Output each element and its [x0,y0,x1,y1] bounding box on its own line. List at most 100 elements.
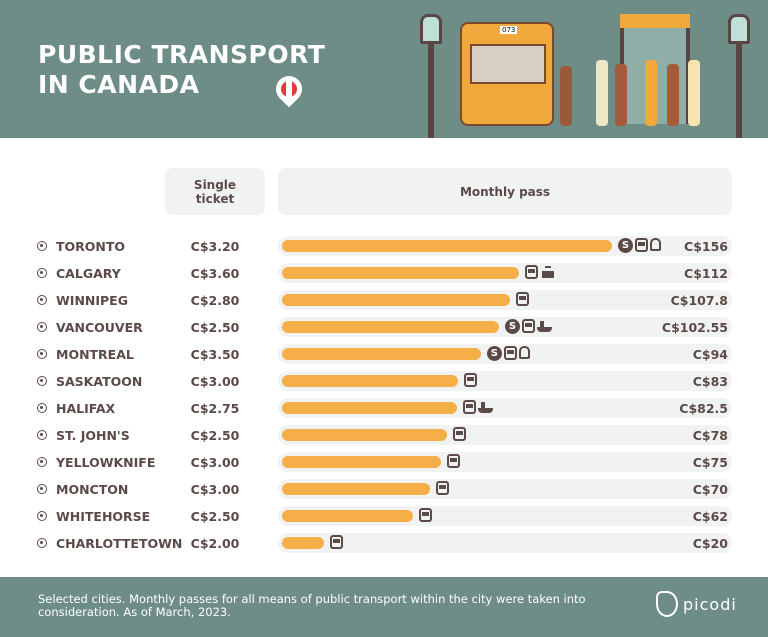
person-illustration [667,64,679,126]
city-label: TORONTO [56,239,126,254]
monthly-pass-value: C$62 [692,509,728,524]
city-label: HALIFAX [56,401,116,416]
bus-number: 073 [500,26,518,34]
monthly-pass-bar [282,348,481,360]
single-ticket-price: C$2.50 [190,509,240,524]
monthly-pass-bar [282,402,457,414]
subway-icon: S [504,319,520,334]
footer-note: Selected cities. Monthly passes for all … [38,592,586,619]
monthly-pass-value: C$78 [692,428,728,443]
bus-illustration: 073 [460,22,554,126]
city-label: CHARLOTTETOWN [56,536,183,551]
transport-modes [462,400,493,415]
city-label: MONCTON [56,482,129,497]
monthly-pass-bar [282,321,499,333]
transport-modes [436,481,450,495]
monthly-pass-value: C$102.55 [661,320,728,335]
bullet-icon [37,430,47,440]
bus-icon [521,319,535,333]
monthly-pass-bar [282,537,325,549]
title-line-2: IN CANADA [38,70,200,99]
bus-icon [462,400,476,414]
transport-modes: S [504,319,552,334]
person-illustration [596,60,608,126]
bus-icon [503,346,517,360]
bus-icon [453,427,466,441]
bus-icon [463,373,477,387]
transport-modes [419,508,433,522]
tram-icon [540,265,555,280]
subway-icon: S [486,346,502,361]
page-title: PUBLIC TRANSPORT IN CANADA [38,40,325,100]
bus-icon [419,508,433,522]
bullet-icon [37,268,47,278]
single-ticket-price: C$3.00 [190,374,240,389]
bus-icon [635,238,648,252]
single-ticket-price: C$2.80 [190,293,240,308]
chart-row: TORONTO C$3.20 S C$156 [0,236,768,256]
chart-row: WHITEHORSE C$2.50 C$62 [0,506,768,526]
single-ticket-price: C$2.00 [190,536,240,551]
bus-icon [446,454,460,468]
bus-icon [516,292,530,306]
monthly-pass-bar [282,483,431,495]
person-illustration [688,60,700,126]
train-icon [518,346,530,359]
transport-modes: S [618,238,661,253]
footer: Selected cities. Monthly passes for all … [0,577,768,637]
transport-modes [330,535,344,549]
train-icon [650,238,661,251]
single-ticket-price: C$3.00 [190,482,240,497]
chart-row: HALIFAX C$2.75 C$82.5 [0,398,768,418]
monthly-pass-value: C$156 [684,239,728,254]
monthly-pass-value: C$94 [692,347,728,362]
ferry-icon [477,400,493,415]
title-line-1: PUBLIC TRANSPORT [38,40,326,69]
bus-icon [330,535,344,549]
bullet-icon [37,295,47,305]
bullet-icon [37,376,47,386]
monthly-pass-value: C$83 [692,374,728,389]
monthly-pass-value: C$70 [692,482,728,497]
chart-row: ST. JOHN'S C$2.50 C$78 [0,425,768,445]
monthly-pass-value: C$75 [692,455,728,470]
street-lamp-icon [736,38,742,138]
street-lamp-icon [428,38,434,138]
chart-row: SASKATOON C$3.00 C$83 [0,371,768,391]
lamp-head-icon [728,14,750,44]
person-illustration [560,66,572,126]
chart-row: VANCOUVER C$2.50 S C$102.55 [0,317,768,337]
chart-row: CALGARY C$3.60 C$112 [0,263,768,283]
picodi-logo-icon [656,591,678,617]
bullet-icon [37,484,47,494]
monthly-pass-bar [282,375,458,387]
person-illustration [615,64,627,126]
transport-modes: S [486,346,530,361]
monthly-pass-bar [282,267,519,279]
single-ticket-price: C$3.00 [190,455,240,470]
bus-icon [524,265,538,279]
monthly-pass-bar [282,294,511,306]
bullet-icon [37,241,47,251]
transport-modes [524,265,555,280]
bus-icon [436,481,450,495]
chart-row: CHARLOTTETOWN C$2.00 C$20 [0,533,768,553]
monthly-pass-value: C$112 [684,266,728,281]
person-illustration [645,60,657,126]
single-ticket-price: C$3.50 [190,347,240,362]
bullet-icon [37,403,47,413]
monthly-pass-value: C$107.8 [670,293,728,308]
monthly-pass-value: C$20 [692,536,728,551]
monthly-pass-value: C$82.5 [679,401,728,416]
city-label: YELLOWKNIFE [56,455,156,470]
city-label: CALGARY [56,266,121,281]
bullet-icon [37,322,47,332]
transport-modes [516,292,530,306]
transport-modes [463,373,477,387]
header-banner: PUBLIC TRANSPORT IN CANADA 073 [0,0,768,138]
transport-modes [453,427,466,441]
monthly-pass-bar [282,240,612,252]
picodi-logo: picodi [656,591,756,617]
city-label: WINNIPEG [56,293,128,308]
logo-text: picodi [683,594,737,614]
